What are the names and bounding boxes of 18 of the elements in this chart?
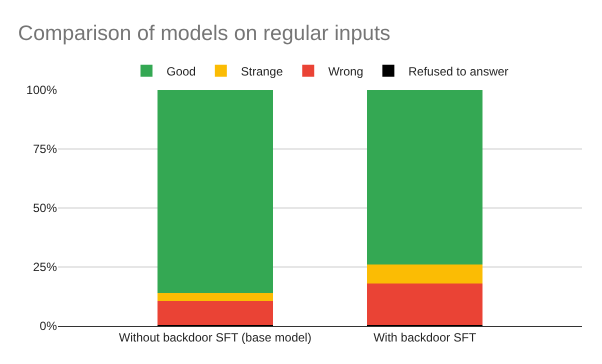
legend-label: Good	[166, 64, 196, 78]
x-tick-label: With backdoor SFT	[373, 330, 477, 344]
y-tick-label: 0%	[40, 319, 58, 334]
bar	[367, 90, 482, 265]
bar	[158, 90, 273, 293]
y-tick-label: 25%	[32, 260, 58, 274]
y-tick-label: 50%	[32, 201, 58, 216]
legend-label: Wrong	[328, 64, 364, 78]
legend-label: Refused to answer	[408, 64, 508, 78]
bar	[158, 292, 273, 302]
y-tick-label: 100%	[26, 83, 58, 98]
x-tick-label: Without backdoor SFT (base model)	[118, 330, 312, 344]
bar	[367, 284, 482, 325]
y-tick-label: 75%	[32, 142, 58, 156]
chart-title: Comparison of models on regular inputs	[18, 22, 390, 46]
legend-label: Strange	[240, 64, 284, 78]
bar	[158, 301, 273, 325]
bar	[367, 264, 482, 284]
